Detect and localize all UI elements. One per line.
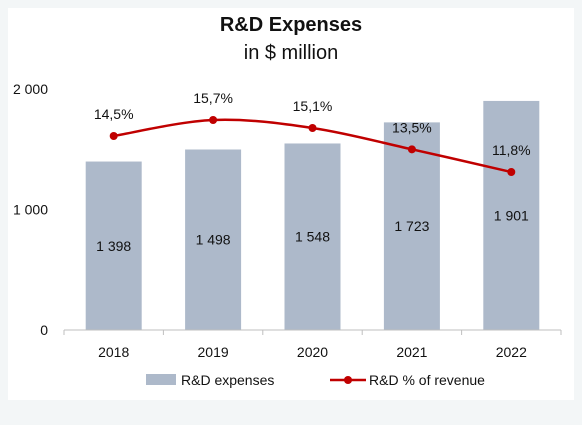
line-value-label: 13,5% xyxy=(392,119,432,135)
bar xyxy=(284,143,341,330)
bar-value-label: 1 548 xyxy=(295,229,330,245)
line-point xyxy=(407,145,416,154)
x-tick-label: 2019 xyxy=(198,344,229,360)
legend-swatch-marker xyxy=(344,376,352,384)
x-tick-label: 2021 xyxy=(396,344,427,360)
x-axis: 2018 2019 2020 2021 2022 xyxy=(63,329,562,360)
x-tick-label: 2020 xyxy=(297,344,328,360)
line-value-label: 14,5% xyxy=(94,106,134,122)
bar-value-label: 1 723 xyxy=(394,218,429,234)
legend-label-bar: R&D expenses xyxy=(181,372,274,388)
bar xyxy=(483,100,540,330)
line-point xyxy=(507,168,516,176)
bar-value-labels: 1 398 1 498 1 548 1 723 1 901 xyxy=(96,207,529,253)
y-axis: 0 1 000 2 000 xyxy=(13,81,48,338)
bar-series xyxy=(85,100,540,330)
y-tick-label: 1 000 xyxy=(13,202,48,218)
line-value-labels: 14,5% 15,7% 15,1% 13,5% 11,8% xyxy=(94,90,531,158)
y-tick-label: 2 000 xyxy=(13,81,48,97)
legend-label-line: R&D % of revenue xyxy=(369,372,485,388)
line-point xyxy=(109,132,118,140)
bar-value-label: 1 498 xyxy=(196,232,231,248)
line-value-label: 15,7% xyxy=(193,90,233,106)
line-series xyxy=(109,116,516,176)
line-value-label: 11,8% xyxy=(492,142,531,158)
chart-subtitle: in $ million xyxy=(243,42,339,64)
legend: R&D expenses R&D % of revenue xyxy=(146,372,485,388)
line-point xyxy=(308,124,317,132)
bar xyxy=(185,149,242,330)
legend-swatch-bar xyxy=(146,374,176,385)
y-tick-label: 0 xyxy=(40,322,48,338)
bar-value-label: 1 398 xyxy=(96,238,131,254)
x-tick-label: 2018 xyxy=(98,344,129,360)
bar xyxy=(383,122,440,330)
bar-value-label: 1 901 xyxy=(494,207,529,223)
bar xyxy=(85,161,142,330)
x-tick-label: 2022 xyxy=(496,344,527,360)
line-value-label: 15,1% xyxy=(293,98,333,114)
chart-title: R&D Expenses xyxy=(219,14,363,36)
line-point xyxy=(209,116,218,124)
